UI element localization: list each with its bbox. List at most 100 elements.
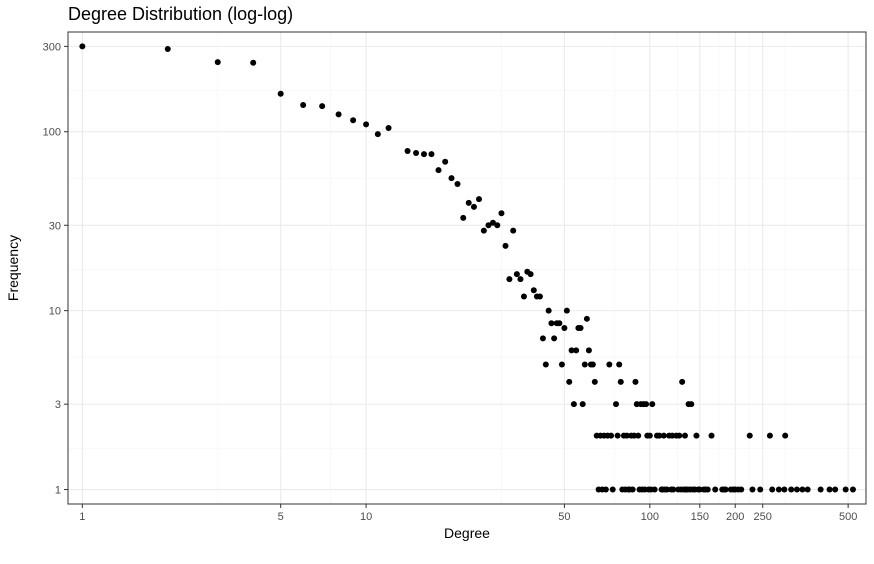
data-point xyxy=(428,151,435,158)
y-tick-label: 3 xyxy=(55,399,61,411)
data-point xyxy=(793,486,800,493)
data-point xyxy=(842,486,849,493)
data-point xyxy=(631,432,638,439)
data-point xyxy=(583,315,590,322)
data-point xyxy=(545,307,552,314)
data-point xyxy=(435,167,442,174)
data-point xyxy=(617,378,624,385)
data-point xyxy=(513,271,520,278)
data-point xyxy=(676,432,683,439)
x-tick-label: 500 xyxy=(839,511,857,523)
data-point xyxy=(591,378,598,385)
data-point xyxy=(551,335,558,342)
data-point xyxy=(738,486,745,493)
data-point xyxy=(704,486,711,493)
data-point xyxy=(579,401,586,408)
data-point xyxy=(609,486,616,493)
data-point xyxy=(319,103,326,110)
data-point xyxy=(623,432,630,439)
data-point xyxy=(679,378,686,385)
data-point xyxy=(520,293,527,300)
data-point xyxy=(570,401,577,408)
data-point xyxy=(788,486,795,493)
data-point xyxy=(585,347,592,354)
data-point xyxy=(832,486,839,493)
x-tick-label: 200 xyxy=(726,511,744,523)
data-point xyxy=(632,378,639,385)
data-point xyxy=(465,199,472,206)
data-point xyxy=(250,59,257,66)
y-axis-title: Frequency xyxy=(5,235,21,301)
data-point xyxy=(510,227,517,234)
data-point xyxy=(646,432,653,439)
data-point xyxy=(448,175,455,182)
x-tick-label: 10 xyxy=(360,511,372,523)
data-point xyxy=(566,378,573,385)
y-tick-label: 300 xyxy=(43,41,61,53)
data-point xyxy=(558,361,565,368)
y-tick-label: 100 xyxy=(43,127,61,139)
data-point xyxy=(530,287,537,294)
data-point xyxy=(712,486,719,493)
data-point xyxy=(300,102,307,109)
data-point xyxy=(749,486,756,493)
data-point xyxy=(421,151,428,158)
data-points xyxy=(79,43,856,493)
data-point xyxy=(643,401,650,408)
data-point xyxy=(656,432,663,439)
data-point xyxy=(581,361,588,368)
data-point xyxy=(602,486,609,493)
data-point xyxy=(79,43,86,50)
data-point xyxy=(781,486,788,493)
data-point xyxy=(573,347,580,354)
data-point xyxy=(688,401,695,408)
x-axis: 1 5 10 50 100 150 200 250 500 xyxy=(79,504,857,523)
data-point xyxy=(485,222,492,229)
data-point xyxy=(782,432,789,439)
chart-title: Degree Distribution (log-log) xyxy=(68,4,294,24)
data-point xyxy=(629,486,636,493)
data-point xyxy=(722,486,729,493)
data-point xyxy=(708,432,715,439)
data-point xyxy=(660,432,667,439)
data-point xyxy=(799,486,806,493)
data-point xyxy=(616,361,623,368)
data-point xyxy=(517,276,524,283)
data-point xyxy=(849,486,856,493)
x-tick-label: 1 xyxy=(79,511,85,523)
data-point xyxy=(498,210,505,217)
data-point xyxy=(475,196,482,203)
data-point xyxy=(442,158,449,165)
data-point xyxy=(404,148,411,155)
x-axis-title: Degree xyxy=(444,525,490,541)
data-point xyxy=(804,486,811,493)
data-point xyxy=(614,432,621,439)
data-point xyxy=(363,121,370,128)
y-tick-label: 10 xyxy=(49,306,61,318)
data-point xyxy=(489,219,496,226)
data-point xyxy=(681,432,688,439)
data-point xyxy=(506,276,513,283)
x-tick-label: 5 xyxy=(278,511,284,523)
data-point xyxy=(775,486,782,493)
data-point xyxy=(651,486,658,493)
y-axis: 1 3 10 30 100 300 xyxy=(43,41,68,497)
data-point xyxy=(542,361,549,368)
data-point xyxy=(385,124,392,131)
data-point xyxy=(460,214,467,221)
data-point xyxy=(556,320,563,327)
data-point xyxy=(746,432,753,439)
x-tick-label: 100 xyxy=(641,511,659,523)
plot-panel-background xyxy=(68,32,866,504)
data-point xyxy=(589,361,596,368)
data-point xyxy=(470,203,477,210)
data-point xyxy=(214,59,221,66)
data-point xyxy=(568,347,575,354)
y-tick-label: 30 xyxy=(49,220,61,232)
data-point xyxy=(670,486,677,493)
data-point xyxy=(606,361,613,368)
data-point xyxy=(164,46,171,53)
x-tick-label: 150 xyxy=(691,511,709,523)
data-point xyxy=(454,181,461,188)
